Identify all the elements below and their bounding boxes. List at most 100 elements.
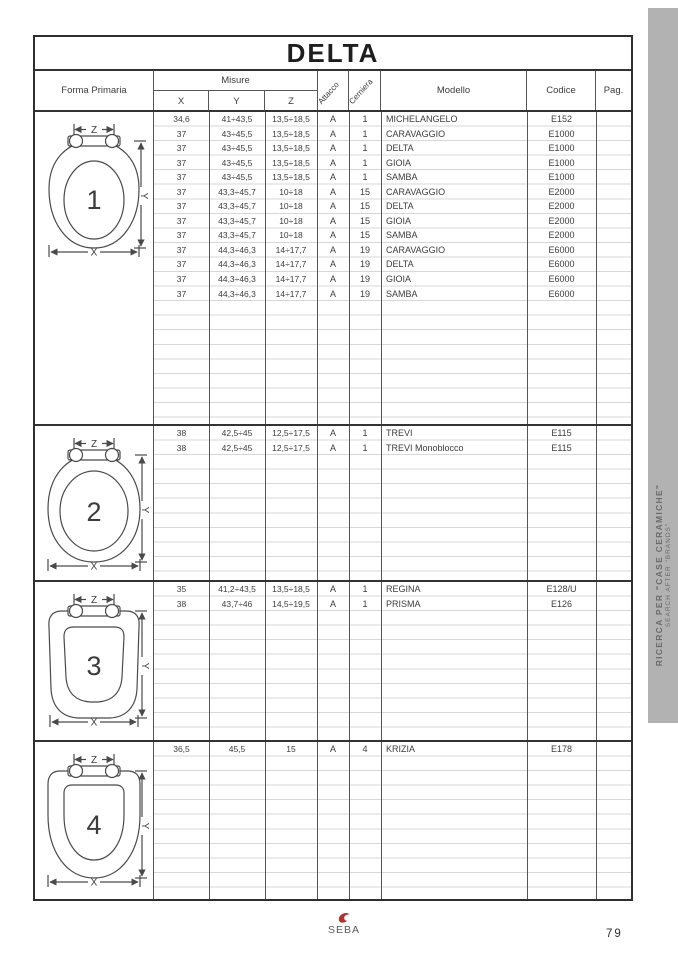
header-attacco-label: Attacco (316, 80, 341, 106)
cell-codice: E6000 (548, 244, 575, 255)
cell-codice: E152 (550, 114, 573, 124)
cell-y: 41÷43,5 (221, 114, 253, 124)
cell-codice: E2000 (548, 186, 575, 197)
cell-y: 43÷45,5 (221, 143, 253, 154)
column-divider (209, 742, 210, 899)
cell-modello: KRIZIA (386, 744, 416, 754)
cell-modello: CARAVAGGIO (386, 128, 446, 139)
header-pag: Pag. (603, 85, 624, 96)
header-forma-primaria: Forma Primaria (35, 71, 154, 110)
cell-z: 14÷17,7 (275, 274, 307, 285)
table-block-3: Z Y X 3 35 41,2÷43,5 13,5÷18,5 A 1 REGINA E128… (35, 580, 631, 740)
cell-modello: TREVI (386, 428, 413, 438)
cell-modello: CARAVAGGIO (386, 244, 446, 255)
cell-modello: GIOIA (386, 215, 412, 226)
column-divider (381, 742, 382, 899)
table-row: 37 43,3÷45,7 10÷18 A 15 SAMBA E2000 (154, 228, 631, 243)
cell-modello: MICHELANGELO (386, 114, 458, 124)
column-divider (349, 112, 350, 424)
column-divider (209, 582, 210, 740)
table-row: 35 41,2÷43,5 13,5÷18,5 A 1 REGINA E128/U (154, 582, 631, 597)
cell-codice: E2000 (548, 201, 575, 212)
dim-x-label: X (91, 562, 98, 573)
cell-cerniera: 15 (359, 230, 370, 241)
cell-codice: E6000 (548, 288, 575, 299)
cell-attacco: A (329, 259, 336, 270)
table-row: 37 43÷45,5 13,5÷18,5 A 1 CARAVAGGIO E1000 (154, 127, 631, 142)
table-row: 37 43,3÷45,7 10÷18 A 15 CARAVAGGIO E2000 (154, 185, 631, 200)
cell-attacco: A (329, 186, 336, 197)
cell-y: 43÷45,5 (221, 128, 253, 139)
cell-x: 37 (176, 172, 187, 183)
cell-modello: DELTA (386, 143, 414, 154)
cell-codice: E1000 (548, 143, 575, 154)
table-row: 37 43,3÷45,7 10÷18 A 15 DELTA E2000 (154, 199, 631, 214)
column-divider (527, 582, 528, 740)
cell-z: 14,5÷19,5 (272, 598, 310, 609)
seat-shape-1-diagram: Z Y X 1 (48, 124, 149, 259)
cell-codice: E126 (550, 598, 573, 609)
cell-x: 38 (176, 442, 187, 453)
cell-attacco: A (329, 428, 336, 438)
cell-z: 13,5÷18,5 (272, 114, 310, 124)
column-divider (349, 742, 350, 899)
header-modello: Modello (381, 71, 527, 110)
cell-x: 38 (176, 428, 187, 438)
table-row: 37 43÷45,5 13,5÷18,5 A 1 GIOIA E1000 (154, 156, 631, 171)
cell-modello: GIOIA (386, 274, 412, 285)
header-z: Z (288, 95, 294, 107)
cell-y: 41,2÷43,5 (218, 584, 256, 594)
cell-codice: E1000 (548, 128, 575, 139)
cell-modello: PRISMA (386, 598, 421, 609)
cell-attacco: A (329, 128, 336, 139)
cell-codice: E128/U (546, 584, 577, 594)
cell-cerniera: 1 (362, 114, 368, 124)
cell-cerniera: 4 (362, 744, 368, 754)
forma-cell-4: Z Y X 4 (35, 742, 154, 899)
header-cerniera: Cerniera (347, 71, 381, 110)
header-cerniera-label: Cerniera (347, 77, 375, 106)
cell-x: 37 (176, 157, 187, 168)
sidebar-title-it: RICERCA PER "CASE CERAMICHE" (654, 483, 664, 667)
table-row: 36,5 45,5 15 A 4 KRIZIA E178 (154, 742, 631, 757)
dim-x-label: X (91, 878, 98, 889)
table-title: DELTA (35, 37, 631, 71)
cell-cerniera: 19 (359, 244, 370, 255)
cell-y: 42,5÷45 (221, 442, 253, 453)
forma-number-4: 4 (86, 810, 101, 840)
forma-number-2: 2 (86, 497, 101, 527)
dim-y-label: Y (139, 663, 150, 670)
column-divider (265, 112, 266, 424)
cell-x: 34,6 (173, 114, 190, 124)
cell-cerniera: 19 (359, 259, 370, 270)
table-block-2: Z Y X 2 38 42,5÷45 12,5÷17,5 A 1 TREVI E115 38 4… (35, 424, 631, 580)
cell-attacco: A (329, 598, 336, 609)
cell-codice: E178 (550, 744, 573, 754)
column-divider (265, 426, 266, 580)
cell-attacco: A (329, 442, 336, 453)
cell-cerniera: 1 (362, 128, 368, 139)
cell-modello: DELTA (386, 201, 414, 212)
cell-x: 37 (176, 186, 187, 197)
cell-z: 14÷17,7 (275, 259, 307, 270)
column-divider (527, 426, 528, 580)
forma-cell-3: Z Y X 3 (35, 582, 154, 740)
forma-cell-2: Z Y X 2 (35, 426, 154, 580)
cell-x: 37 (176, 143, 187, 154)
brand-drop-icon (338, 912, 350, 923)
cell-y: 43,7÷46 (221, 598, 253, 609)
cell-z: 15 (286, 744, 296, 754)
cell-codice: E115 (551, 442, 572, 453)
header-misure-group: Misure X Y Z (154, 71, 318, 111)
column-divider (317, 582, 318, 740)
cell-modello: DELTA (386, 259, 414, 270)
seat-shape-2-diagram: Z Y X 2 (47, 438, 150, 573)
cell-attacco: A (329, 244, 336, 255)
column-divider (381, 426, 382, 580)
cell-cerniera: 1 (362, 598, 368, 609)
table-row: 34,6 41÷43,5 13,5÷18,5 A 1 MICHELANGELO E152 (154, 112, 631, 127)
cell-x: 36,5 (173, 744, 190, 754)
seat-shape-3-diagram: Z Y X 3 (48, 594, 150, 729)
column-divider (209, 426, 210, 580)
cell-attacco: A (329, 201, 336, 212)
